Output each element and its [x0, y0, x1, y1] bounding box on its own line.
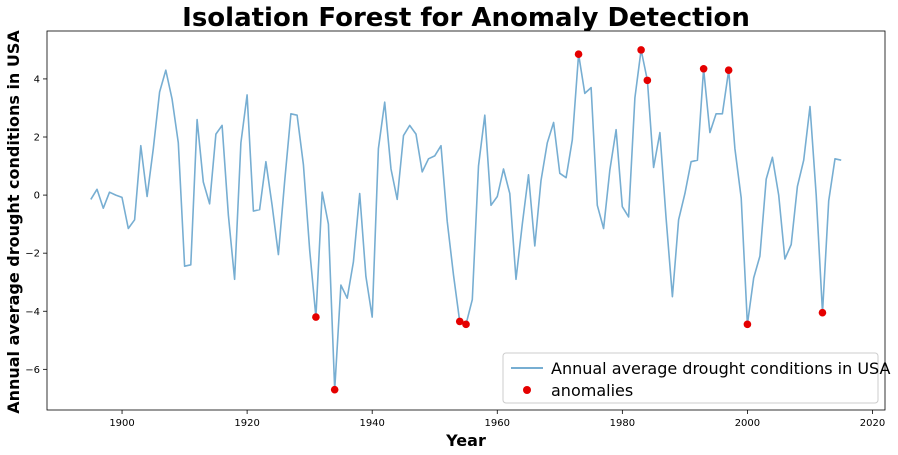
anomaly-point — [743, 320, 752, 329]
anomaly-point — [330, 385, 339, 394]
x-tick-label: 2000 — [735, 418, 760, 429]
anomaly-point — [462, 320, 470, 329]
y-tick-label: 4 — [34, 74, 40, 85]
x-axis-ticks: 1900 1920 1940 1960 1980 2000 2020 — [109, 410, 885, 429]
x-axis-label: Year — [445, 431, 486, 450]
x-tick-label: 2020 — [860, 418, 885, 429]
anomaly-point — [574, 50, 583, 59]
anomaly-point — [643, 76, 652, 85]
y-tick-label: 2 — [34, 133, 40, 144]
anomaly-point — [637, 46, 645, 54]
anomaly-point — [455, 317, 464, 326]
anomaly-point — [724, 66, 733, 75]
y-tick-label: −2 — [25, 249, 40, 260]
x-tick-label: 1940 — [359, 418, 384, 429]
plot-area — [46, 30, 886, 411]
anomaly-point — [699, 64, 708, 73]
legend-box — [502, 352, 879, 404]
y-axis-ticks: −6 −4 −2 0 2 4 — [25, 74, 47, 376]
x-tick-label: 1900 — [109, 418, 134, 429]
series-layer — [90, 46, 842, 394]
legend: Annual average drought conditions in USA… — [502, 352, 890, 404]
y-tick-label: −4 — [25, 307, 40, 318]
x-tick-label: 1920 — [234, 418, 259, 429]
chart-title: Isolation Forest for Anomaly Detection — [182, 3, 750, 33]
y-axis-label: Annual average drought conditions in USA — [4, 30, 23, 414]
legend-label-anomalies: anomalies — [551, 381, 633, 400]
y-tick-label: −6 — [25, 365, 40, 376]
x-tick-label: 1980 — [610, 418, 635, 429]
x-tick-label: 1960 — [485, 418, 510, 429]
y-tick-label: 0 — [34, 191, 40, 202]
legend-label-series: Annual average drought conditions in USA — [551, 359, 890, 378]
legend-marker-anomalies — [523, 386, 531, 394]
anomaly-point — [312, 313, 320, 321]
anomaly-point — [818, 308, 827, 317]
